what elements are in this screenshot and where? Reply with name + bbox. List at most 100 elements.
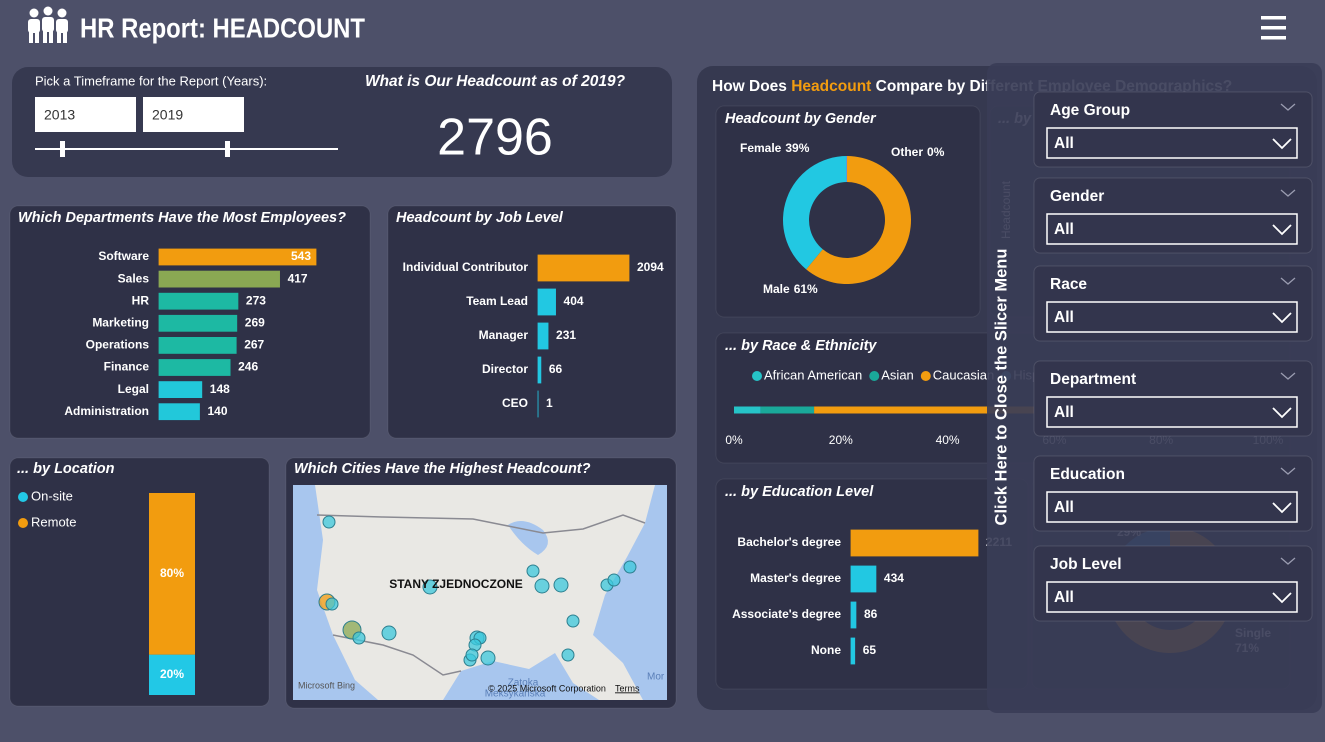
category-label: Administration bbox=[64, 404, 149, 418]
location-card bbox=[9, 457, 270, 707]
value-label: 66 bbox=[549, 362, 563, 376]
value-label: 2094 bbox=[637, 260, 664, 274]
dropdown-arrow bbox=[1272, 138, 1292, 150]
dropdown-arrow bbox=[1272, 224, 1292, 236]
job-level-card bbox=[387, 205, 677, 439]
bar bbox=[158, 403, 200, 421]
map-border bbox=[332, 634, 462, 676]
close-slicer-toggle[interactable]: Click Here to Close the Slicer Menu bbox=[992, 249, 1010, 526]
bar bbox=[850, 565, 877, 593]
legend-marker bbox=[18, 492, 28, 502]
slicer-collapse-icon bbox=[1280, 103, 1296, 111]
slicer-panel: Click Here to Close the Slicer Menu Age G… bbox=[987, 63, 1322, 713]
legend-label: Caucasian bbox=[933, 367, 994, 382]
chart-title: Headcount by Gender bbox=[725, 111, 877, 127]
category-label: Bachelor's degree bbox=[737, 535, 841, 549]
value-label: 20% bbox=[160, 667, 184, 681]
bar bbox=[850, 637, 856, 665]
slicer-collapse-icon bbox=[1280, 189, 1296, 197]
value-label: 269 bbox=[245, 315, 265, 329]
slicer-label: Education bbox=[1050, 466, 1125, 483]
chart-title: ... by Education Level bbox=[725, 484, 874, 500]
heading-highlight: Headcount bbox=[791, 78, 871, 95]
legend-label: Remote bbox=[31, 514, 77, 529]
bar bbox=[158, 292, 239, 310]
bar bbox=[158, 270, 280, 288]
slicer-label: Department bbox=[1050, 371, 1136, 388]
city-bubble bbox=[381, 625, 397, 641]
kpi-question: What is Our Headcount as of 2019? bbox=[365, 73, 626, 90]
people-icon bbox=[28, 6, 68, 43]
bar-segment bbox=[814, 406, 1135, 414]
timeframe-label: Pick a Timeframe for the Report (Years): bbox=[35, 73, 267, 88]
chart-title: Headcount by Job Level bbox=[396, 210, 564, 226]
legend-marker bbox=[869, 371, 880, 381]
category-label: Team Lead bbox=[466, 294, 528, 308]
category-label: None bbox=[811, 643, 841, 657]
slicer-dropdown[interactable] bbox=[1046, 127, 1298, 159]
slice-name: Male bbox=[763, 282, 790, 296]
bar bbox=[158, 314, 238, 332]
value-label: 434 bbox=[884, 571, 904, 585]
chart-title: ... by Location bbox=[17, 461, 115, 477]
slice-label: Other 0% bbox=[891, 145, 945, 159]
slicer-dropdown[interactable] bbox=[1046, 581, 1298, 613]
slicer-dropdown[interactable] bbox=[1046, 491, 1298, 523]
category-label: Sales bbox=[118, 271, 150, 285]
slice-value: 39% bbox=[785, 141, 809, 155]
slider-handle[interactable] bbox=[225, 141, 230, 157]
chart-title: ... by Race & Ethnicity bbox=[725, 338, 877, 354]
slicer-card bbox=[1033, 360, 1313, 437]
value-label: 246 bbox=[238, 360, 258, 374]
slicer-dropdown[interactable] bbox=[1046, 301, 1298, 333]
slicer-selection: All bbox=[1054, 221, 1074, 238]
map-water bbox=[508, 521, 548, 555]
menu-button[interactable] bbox=[1261, 16, 1286, 40]
slicer-dropdown[interactable] bbox=[1046, 396, 1298, 428]
map-provider: Microsoft Bing bbox=[298, 680, 355, 690]
category-label: HR bbox=[132, 293, 150, 307]
category-label: Individual Contributor bbox=[403, 260, 529, 274]
map-water bbox=[593, 485, 667, 700]
city-bubble bbox=[534, 578, 550, 594]
slicer-card bbox=[1033, 455, 1313, 532]
end-year: 2019 bbox=[152, 107, 183, 123]
slicer-card bbox=[1033, 91, 1313, 168]
value-label: 86 bbox=[864, 607, 878, 621]
bar bbox=[537, 254, 630, 282]
category-label: Master's degree bbox=[750, 571, 841, 585]
slicer-label: Age Group bbox=[1050, 102, 1130, 119]
slicer-collapse-icon bbox=[1280, 372, 1296, 380]
x-tick-label: 0% bbox=[725, 433, 743, 447]
legend-marker bbox=[18, 518, 28, 528]
slicer-collapse-icon bbox=[1280, 467, 1296, 475]
map-country-label: STANY ZJEDNOCZONE bbox=[389, 577, 523, 591]
map-terms[interactable]: Terms bbox=[615, 683, 640, 693]
slicer-collapse-icon bbox=[1280, 557, 1296, 565]
start-year-input[interactable] bbox=[35, 97, 136, 132]
city-bubble bbox=[566, 614, 580, 628]
slice-value: 0% bbox=[927, 145, 945, 159]
slicer-card bbox=[1033, 177, 1313, 254]
map-attribution: © 2025 Microsoft Corporation bbox=[488, 683, 606, 693]
value-label: 80% bbox=[160, 566, 184, 580]
city-bubble bbox=[352, 631, 366, 645]
slice-value: 61% bbox=[794, 282, 818, 296]
end-year-input[interactable] bbox=[143, 97, 244, 132]
bar bbox=[850, 529, 979, 557]
slicer-selection: All bbox=[1054, 499, 1074, 516]
slicer-selection: All bbox=[1054, 404, 1074, 421]
slider-handle[interactable] bbox=[60, 141, 65, 157]
map-water-label: Meksykańska bbox=[485, 689, 546, 700]
category-label: CEO bbox=[502, 396, 528, 410]
slicer-dropdown[interactable] bbox=[1046, 213, 1298, 245]
slicer-selection: All bbox=[1054, 589, 1074, 606]
x-tick-label: 20% bbox=[829, 433, 853, 447]
city-bubble bbox=[553, 577, 569, 593]
slice-label: Female 39% bbox=[740, 141, 810, 155]
value-label: 543 bbox=[291, 249, 311, 263]
bar-segment bbox=[760, 406, 815, 414]
donut-slice bbox=[783, 156, 847, 270]
